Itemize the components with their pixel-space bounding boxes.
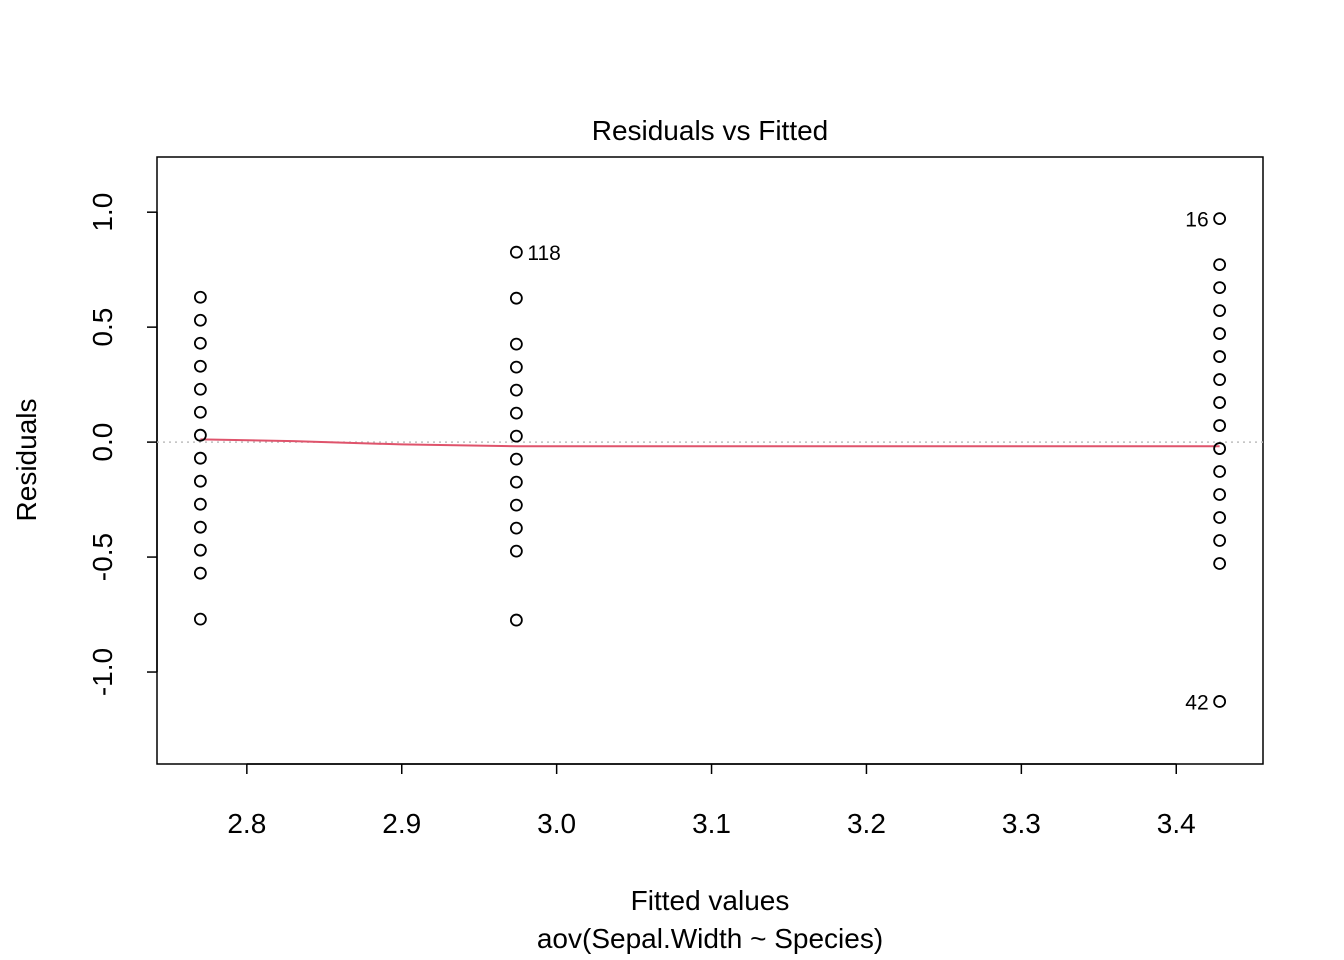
plot-area-frame xyxy=(156,156,1264,765)
y-tick-label: -0.5 xyxy=(87,533,118,581)
residual-point xyxy=(1213,281,1227,294)
residual-point xyxy=(1213,695,1227,708)
residual-point xyxy=(193,405,207,419)
y-tick-label: 0.0 xyxy=(87,423,118,462)
residual-point xyxy=(509,291,523,305)
residual-point xyxy=(509,475,523,489)
residual-points xyxy=(193,212,1227,708)
y-tick-label: 1.0 xyxy=(87,193,118,232)
x-tick-label: 2.9 xyxy=(382,808,421,839)
outlier-labels: 118 16 42 xyxy=(527,209,1208,715)
x-tick-label: 3.4 xyxy=(1157,808,1196,839)
residual-point xyxy=(509,521,523,535)
chart-title: Residuals vs Fitted xyxy=(592,115,829,146)
residual-point xyxy=(1213,511,1227,524)
residual-point xyxy=(193,566,207,580)
residual-point xyxy=(1213,304,1227,317)
x-tick-label: 3.2 xyxy=(847,808,886,839)
residual-point xyxy=(1213,327,1227,340)
residual-point xyxy=(509,360,523,374)
residual-point xyxy=(1213,419,1227,432)
x-tick-label: 3.3 xyxy=(1002,808,1041,839)
y-axis-label: Residuals xyxy=(11,399,42,522)
point-label: 118 xyxy=(527,242,560,265)
x-axis: 2.8 2.9 3.0 3.1 3.2 3.3 3.4 xyxy=(227,763,1196,839)
smooth-trend-line xyxy=(200,438,1220,448)
residual-point xyxy=(509,406,523,420)
residual-point xyxy=(509,613,523,627)
residual-point xyxy=(1213,212,1227,226)
residual-point xyxy=(193,359,207,373)
residual-point xyxy=(509,383,523,397)
residual-point xyxy=(193,428,207,442)
chart-subtitle: aov(Sepal.Width ~ Species) xyxy=(537,923,883,954)
x-tick-label: 3.0 xyxy=(537,808,576,839)
residual-point xyxy=(1213,373,1227,386)
point-label: 16 xyxy=(1185,209,1208,232)
point-label: 42 xyxy=(1185,691,1208,714)
residual-point xyxy=(193,451,207,465)
x-tick-label: 3.1 xyxy=(692,808,731,839)
residual-point xyxy=(1213,465,1227,478)
residual-point xyxy=(193,290,207,304)
y-axis: -1.0 -0.5 0.0 0.5 1.0 xyxy=(87,193,158,696)
residual-point xyxy=(193,543,207,557)
residual-point xyxy=(1213,488,1227,501)
residual-point xyxy=(193,612,207,626)
y-tick-label: 0.5 xyxy=(87,308,118,347)
residual-point xyxy=(193,336,207,350)
residual-point xyxy=(193,382,207,396)
residual-point xyxy=(193,474,207,488)
residual-point xyxy=(1213,350,1227,363)
residual-point xyxy=(509,544,523,558)
residual-point xyxy=(1213,442,1227,455)
residual-point xyxy=(509,337,523,351)
residual-point xyxy=(1213,396,1227,409)
residual-point xyxy=(509,245,523,259)
residual-point xyxy=(509,452,523,466)
residual-point xyxy=(193,497,207,511)
y-tick-label: -1.0 xyxy=(87,648,118,696)
residual-point xyxy=(509,498,523,512)
residual-point xyxy=(1213,534,1227,547)
x-axis-label: Fitted values xyxy=(631,885,790,916)
residual-point xyxy=(193,520,207,534)
residual-point xyxy=(1213,557,1227,570)
residual-point xyxy=(509,429,523,443)
x-tick-label: 2.8 xyxy=(227,808,266,839)
residual-point xyxy=(1213,258,1227,272)
residual-point xyxy=(193,313,207,327)
